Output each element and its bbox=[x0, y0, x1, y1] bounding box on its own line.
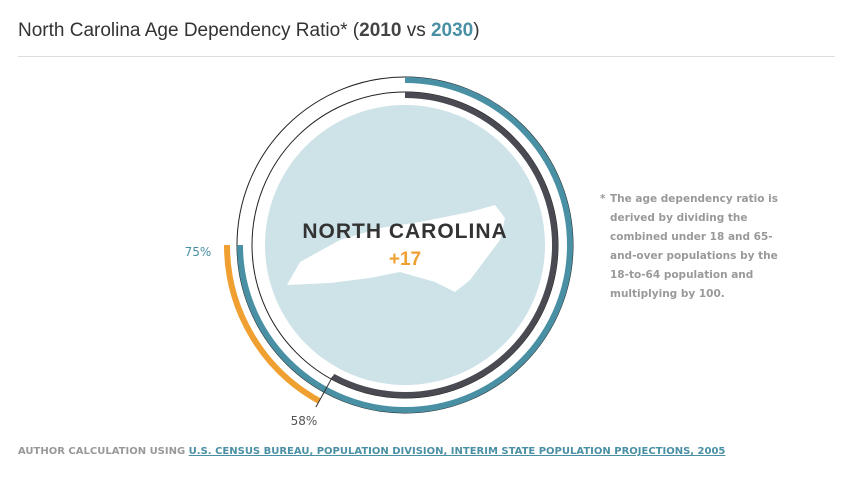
state-label: NORTH CAROLINA bbox=[302, 220, 507, 243]
arc-increase bbox=[224, 244, 321, 404]
label-2010: 58% bbox=[291, 414, 318, 428]
source-link[interactable]: U.S. CENSUS BUREAU, POPULATION DIVISION,… bbox=[188, 446, 726, 457]
arc-2010 bbox=[331, 92, 558, 398]
title-vs: vs bbox=[401, 20, 431, 41]
footnote: * The age dependency ratio is derived by … bbox=[600, 190, 790, 304]
arc-2030 bbox=[237, 77, 573, 413]
title-suffix: ) bbox=[473, 20, 480, 41]
label-2030: 75% bbox=[185, 245, 212, 259]
title-year-2030: 2030 bbox=[430, 20, 474, 41]
north-carolina-map-icon bbox=[287, 205, 505, 292]
tick-2010 bbox=[315, 376, 334, 408]
footnote-text: The age dependency ratio is derived by d… bbox=[610, 193, 778, 300]
footnote-star: * bbox=[600, 193, 606, 205]
page-title: North Carolina Age Dependency Ratio* (20… bbox=[18, 20, 480, 42]
title-year-2010: 2010 bbox=[359, 20, 402, 41]
change-label: +17 bbox=[389, 249, 421, 270]
source-prefix: AUTHOR CALCULATION USING bbox=[18, 446, 189, 457]
source-line: AUTHOR CALCULATION USING U.S. CENSUS BUR… bbox=[18, 446, 725, 457]
title-prefix: North Carolina Age Dependency Ratio* ( bbox=[18, 20, 360, 41]
title-divider bbox=[18, 56, 835, 57]
